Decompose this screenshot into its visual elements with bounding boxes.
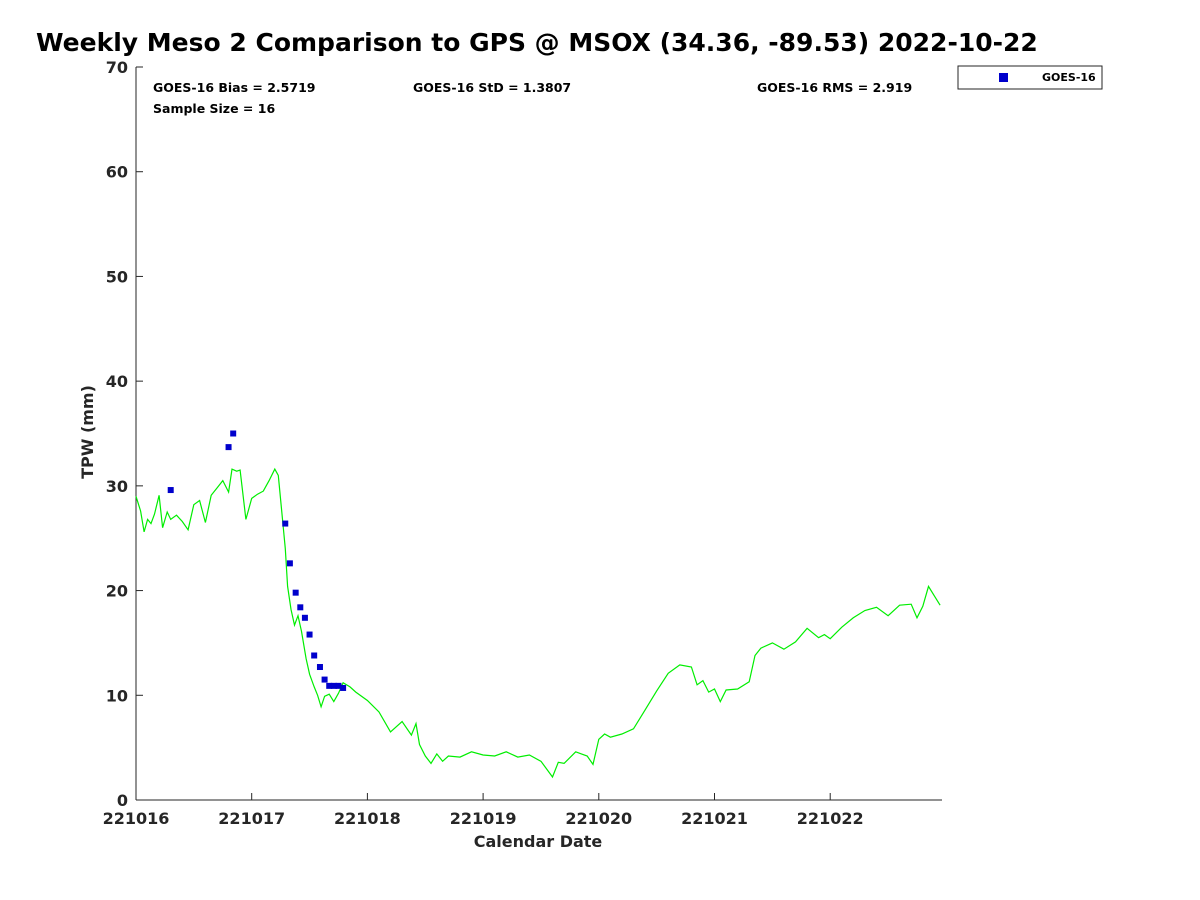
- y-tick-label: 60: [106, 163, 128, 182]
- x-tick-label: 221019: [450, 809, 517, 828]
- goes16-point: [292, 589, 299, 596]
- goes16-point: [326, 682, 333, 689]
- legend-marker: [999, 73, 1008, 82]
- goes16-point: [301, 614, 308, 621]
- x-axis-label: Calendar Date: [474, 832, 603, 851]
- y-tick-label: 0: [117, 791, 128, 810]
- goes16-point: [330, 682, 337, 689]
- x-tick-label: 221016: [103, 809, 170, 828]
- y-tick-label: 50: [106, 267, 128, 286]
- goes16-point: [335, 682, 342, 689]
- gps-tpw-line: [135, 467, 941, 779]
- x-tick-label: 221017: [218, 809, 285, 828]
- axes: [135, 67, 942, 801]
- sample-size-stat: Sample Size = 16: [153, 101, 275, 116]
- std-stat: GOES-16 StD = 1.3807: [413, 80, 571, 95]
- goes16-point: [282, 520, 289, 527]
- legend-label-goes16: GOES-16: [1042, 71, 1096, 84]
- y-tick-label: 70: [106, 58, 128, 77]
- goes16-point: [167, 487, 174, 494]
- stats-annotations: GOES-16 Bias = 2.5719 GOES-16 StD = 1.38…: [153, 80, 912, 116]
- y-tick-label: 20: [106, 582, 128, 601]
- goes16-point: [230, 430, 237, 437]
- series-layer: [135, 430, 941, 779]
- goes16-point: [321, 676, 328, 683]
- bias-stat: GOES-16 Bias = 2.5719: [153, 80, 315, 95]
- legend-box: [957, 65, 1103, 90]
- goes16-point: [286, 560, 293, 567]
- legend: GOES-16: [957, 65, 1103, 90]
- goes16-point: [340, 684, 347, 691]
- x-tick-label: 221020: [565, 809, 632, 828]
- rms-stat: GOES-16 RMS = 2.919: [757, 80, 912, 95]
- x-tick-label: 221022: [797, 809, 864, 828]
- y-tick-label: 40: [106, 372, 128, 391]
- ticks: 0 10 20 30 40 50 60 70 221016 221017 221018 221019 2…: [103, 58, 864, 828]
- y-tick-label: 10: [106, 686, 128, 705]
- x-tick-label: 221018: [334, 809, 401, 828]
- y-axis-label: TPW (mm): [78, 385, 97, 479]
- goes16-point: [225, 444, 232, 451]
- goes16-point: [297, 604, 304, 611]
- goes16-point: [311, 652, 318, 659]
- x-tick-label: 221021: [681, 809, 748, 828]
- goes16-point: [306, 631, 313, 638]
- y-tick-label: 30: [106, 477, 128, 496]
- goes16-point: [316, 664, 323, 671]
- chart-title: Weekly Meso 2 Comparison to GPS @ MSOX (…: [36, 28, 1038, 57]
